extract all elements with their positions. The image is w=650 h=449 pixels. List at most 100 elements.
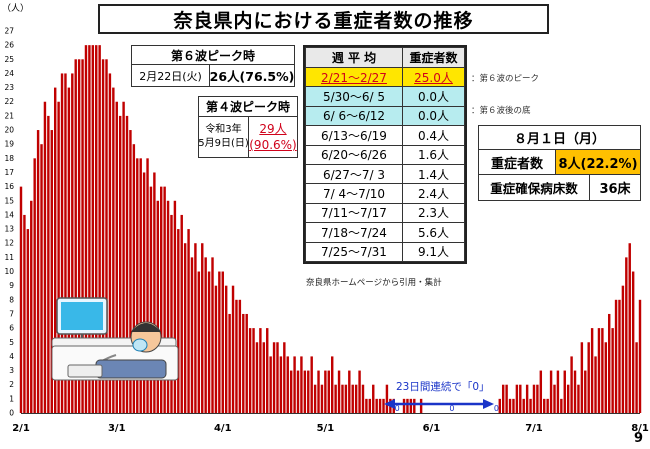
y-tick-label: 8 xyxy=(9,295,14,304)
bar xyxy=(611,328,614,413)
bar xyxy=(146,158,149,413)
bar xyxy=(590,328,594,413)
x-axis-ticks: 2/1 3/1 4/1 5/1 6/1 7/1 8/1 xyxy=(12,423,649,434)
bar xyxy=(515,384,519,413)
bar xyxy=(142,172,146,413)
bottom-note: ：第６波後の底 xyxy=(471,106,531,116)
bar xyxy=(197,271,201,413)
x-tick-label: 7/1 xyxy=(525,423,543,434)
bar xyxy=(546,398,549,413)
bar xyxy=(125,115,129,413)
bar xyxy=(115,101,118,414)
weekly-period-cell: 6/ 6～6/12 xyxy=(305,105,403,127)
weekly-period-cell: 7/18～7/24 xyxy=(305,222,403,243)
bar xyxy=(608,313,611,413)
bar xyxy=(351,384,354,413)
bar xyxy=(84,45,88,414)
bar xyxy=(522,398,525,413)
bar xyxy=(276,342,279,413)
bar xyxy=(382,398,385,413)
bar xyxy=(74,59,77,414)
source-note: 奈良県ホームページから引用・集計 xyxy=(306,278,442,288)
bar xyxy=(293,356,296,413)
bar xyxy=(283,342,286,413)
bar xyxy=(204,257,207,413)
bar xyxy=(331,356,334,413)
bar xyxy=(163,186,166,413)
weekly-value-cell: 1.6人 xyxy=(402,144,465,165)
bar xyxy=(231,285,235,413)
bar xyxy=(348,370,351,413)
y-tick-label: 22 xyxy=(4,97,14,106)
y-tick-label: 16 xyxy=(4,182,14,191)
bar xyxy=(88,45,91,414)
bar xyxy=(378,398,382,413)
bar xyxy=(224,285,228,413)
bar xyxy=(269,356,272,413)
y-tick-label: 1 xyxy=(9,394,14,403)
bar xyxy=(160,186,163,413)
bar xyxy=(628,243,631,413)
bar xyxy=(50,130,53,414)
bar xyxy=(604,342,608,413)
y-tick-label: 24 xyxy=(4,69,14,78)
zero-value-label: 0 xyxy=(395,404,400,413)
bar xyxy=(296,370,300,413)
bar xyxy=(136,158,139,413)
bar xyxy=(594,356,597,413)
bar xyxy=(532,384,536,413)
patient-illustration xyxy=(51,297,179,381)
bar xyxy=(553,384,556,413)
bar xyxy=(180,214,183,413)
weekly-period-cell: 6/13～6/19 xyxy=(305,125,403,146)
y-tick-label: 21 xyxy=(4,111,14,120)
weekly-value-cell: 9.1人 xyxy=(402,241,465,262)
y-tick-label: 15 xyxy=(4,196,14,205)
bar xyxy=(279,356,283,413)
bar xyxy=(259,328,262,413)
bar xyxy=(218,271,221,413)
y-tick-label: 0 xyxy=(9,409,14,418)
y-tick-label: 20 xyxy=(4,126,14,135)
bar xyxy=(512,398,515,413)
bar xyxy=(170,214,173,413)
bar xyxy=(341,384,344,413)
bar xyxy=(139,158,142,413)
bar xyxy=(313,384,317,413)
weekly-value-cell: 25.0人 xyxy=(402,67,465,88)
bar xyxy=(621,285,625,413)
bar xyxy=(413,398,416,413)
peak4-box: 第４波ピーク時 令和3年 5月9日(日) 29人 (90.6%) xyxy=(198,96,298,158)
bar xyxy=(638,299,642,413)
bar xyxy=(156,200,160,413)
y-tick-label: 6 xyxy=(9,324,14,333)
zero-value-label: 0 xyxy=(449,404,454,413)
aug1-header: ８月１日（月） xyxy=(478,125,641,150)
bar xyxy=(26,229,30,413)
y-tick-label: 4 xyxy=(9,352,14,361)
peak4-date-line2: 5月9日(日) xyxy=(198,138,249,149)
bars xyxy=(19,45,642,414)
bar xyxy=(560,398,563,413)
bar xyxy=(289,370,293,413)
bar xyxy=(91,45,95,414)
bar xyxy=(77,59,81,414)
bar xyxy=(584,370,587,413)
zero-streak-label: 23日間連続で「0」 xyxy=(396,381,490,393)
x-tick-label: 2/1 xyxy=(12,423,30,434)
bar xyxy=(307,370,310,413)
bar xyxy=(625,257,628,413)
y-tick-label: 11 xyxy=(4,253,14,262)
peak4-header: 第４波ピーク時 xyxy=(198,96,298,117)
bar xyxy=(529,398,532,413)
y-tick-label: 14 xyxy=(4,210,14,219)
bar xyxy=(238,299,242,413)
bar xyxy=(618,299,621,413)
bar xyxy=(95,45,98,414)
bar xyxy=(221,271,224,413)
peak4-value-line2: (90.6%) xyxy=(249,138,297,152)
bar xyxy=(67,87,71,413)
y-tick-label: 3 xyxy=(9,366,14,375)
bar xyxy=(64,73,67,413)
